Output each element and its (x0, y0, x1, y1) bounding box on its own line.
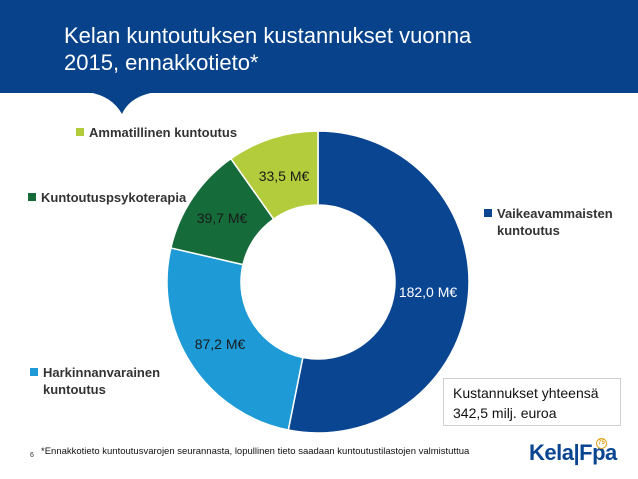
legend-label-ammatillinen: Ammatillinen kuntoutus (89, 125, 238, 140)
slice-label-4: 33,5 M€ (259, 168, 310, 184)
total-cost-box: Kustannukset yhteensä 342,5 milj. euroa (443, 378, 621, 426)
legend-swatch-vaikeavammaisten (484, 209, 492, 217)
footnote: *Ennakkotieto kuntoutusvarojen seurannas… (41, 446, 470, 457)
slice-label-1: 182,0 M€ (399, 284, 458, 300)
title-line-2: 2015, ennakkotieto* (64, 50, 259, 75)
legend-label-vaikeavammaisten: Vaikeavammaisten kuntoutus (497, 206, 613, 238)
legend-swatch-kuntoutuspsykoterapia (28, 193, 36, 201)
page-title: Kelan kuntoutuksen kustannukset vuonna 2… (64, 22, 604, 76)
legend-swatch-harkinnanvarainen (30, 368, 38, 376)
legend-item-kuntoutuspsykoterapia: Kuntoutuspsykoterapia (28, 189, 186, 206)
slice-4 (229, 130, 319, 221)
title-line-1: Kelan kuntoutuksen kustannukset vuonna (64, 23, 472, 48)
legend-label-kuntoutuspsykoterapia: Kuntoutuspsykoterapia (41, 190, 187, 205)
header-banner: Kelan kuntoutuksen kustannukset vuonna 2… (0, 0, 638, 93)
chart-slice-labels: 182,0 M€ 87,2 M€ 39,7 M€ 33,5 M€ (195, 168, 458, 352)
legend-item-vaikeavammaisten: Vaikeavammaisten kuntoutus (484, 205, 613, 239)
slice-1 (287, 130, 470, 434)
legend-label-harkinnanvarainen: Harkinnanvarainen kuntoutus (43, 365, 161, 397)
anniversary-badge-icon: 75 (596, 438, 607, 449)
kela-logo: Kela|Fpa 75 (529, 438, 617, 468)
slice-label-2: 87,2 M€ (195, 336, 246, 352)
page-number: 6 (30, 452, 34, 459)
slice-2 (166, 247, 304, 431)
header-speech-pointer (88, 92, 156, 114)
legend-item-ammatillinen: Ammatillinen kuntoutus (76, 124, 237, 141)
total-line-1: Kustannukset yhteensä (453, 385, 599, 401)
legend-item-harkinnanvarainen: Harkinnanvarainen kuntoutus (30, 364, 160, 398)
legend-swatch-ammatillinen (76, 128, 84, 136)
chart-slices (166, 130, 470, 434)
total-line-2: 342,5 milj. euroa (453, 405, 557, 421)
slice-label-3: 39,7 M€ (197, 210, 248, 226)
